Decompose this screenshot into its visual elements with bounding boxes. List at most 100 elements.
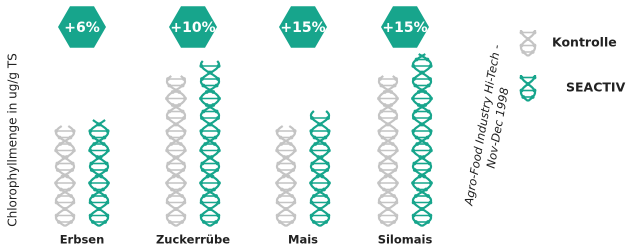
helix-dot <box>181 110 185 114</box>
helix-dot <box>288 188 292 192</box>
helix-dot <box>275 181 279 185</box>
helix-dot <box>424 188 428 192</box>
helix-dot <box>71 162 75 166</box>
helix-dot <box>202 194 206 198</box>
helix-dot <box>103 136 107 140</box>
helix-dot <box>166 77 170 81</box>
helix-dot <box>414 194 418 198</box>
helix-dot <box>203 136 207 140</box>
helix-dot <box>166 201 170 205</box>
helix-dot <box>287 175 291 179</box>
helix-dot <box>429 64 433 68</box>
legend-label: Kontrolle <box>552 35 617 50</box>
helix-dot <box>275 149 279 153</box>
x-tick-label: Zuckerrübe <box>156 233 230 247</box>
helix-dot <box>284 207 288 211</box>
helix-dot <box>395 181 399 185</box>
x-tick-label: Erbsen <box>60 233 105 247</box>
helix-dot <box>309 149 313 153</box>
helix-dot <box>95 175 99 179</box>
helix-dot <box>378 77 382 81</box>
helix-dot <box>322 188 326 192</box>
helix-dot <box>533 89 537 93</box>
helix-dot <box>394 201 398 205</box>
helix-dot <box>279 142 283 146</box>
helix-dot <box>326 201 330 205</box>
helix-dot <box>172 155 176 159</box>
helix-dot <box>292 214 296 218</box>
helix-dot <box>381 136 385 140</box>
helix-dot <box>411 129 415 133</box>
helix-dot <box>326 214 330 218</box>
helix-dot <box>201 168 205 172</box>
helix-dot <box>378 116 382 120</box>
x-tick-label: Silomais <box>378 233 433 247</box>
helix-dot <box>200 77 204 81</box>
helix-dot <box>428 77 432 81</box>
bar <box>199 61 221 226</box>
helix-dot <box>394 162 398 166</box>
helix-dot <box>183 97 187 101</box>
helix-dot <box>182 77 186 81</box>
helix-dot <box>214 220 218 224</box>
helix-dot <box>423 175 427 179</box>
helix-dot <box>168 220 172 224</box>
helix-dot <box>100 175 104 179</box>
helix-dot <box>276 162 280 166</box>
helix-dot <box>181 168 185 172</box>
helix-dot <box>212 188 216 192</box>
helix-dot <box>533 76 537 80</box>
helix-dot <box>282 155 286 159</box>
helix-dot <box>72 129 76 133</box>
helix-dot <box>526 82 530 86</box>
helix-dot <box>95 155 99 159</box>
helix-dot <box>391 142 395 146</box>
helix-dot <box>311 168 315 172</box>
helix-dot <box>520 89 524 93</box>
helix-dot <box>289 142 293 146</box>
helix-dot <box>327 149 331 153</box>
helix-dot <box>427 168 431 172</box>
helix-dot <box>88 149 92 153</box>
helix-dot <box>202 220 206 224</box>
helix-dot <box>88 181 92 185</box>
helix-dot <box>211 103 215 107</box>
helix-dot <box>206 175 210 179</box>
helix-dot <box>217 181 221 185</box>
helix-dot <box>321 175 325 179</box>
helix-dot <box>531 50 535 54</box>
helix-dot <box>199 181 203 185</box>
change-label: +15% <box>382 20 427 36</box>
bar <box>275 126 297 226</box>
helix-dot <box>183 181 187 185</box>
helix-dot <box>429 97 433 101</box>
helix-dot <box>165 129 169 133</box>
helix-dot <box>90 168 94 172</box>
helix-dot <box>200 214 204 218</box>
helix-dot <box>394 116 398 120</box>
helix-dot <box>379 84 383 88</box>
helix-dot <box>177 90 181 94</box>
helix-dot <box>106 181 110 185</box>
helix-dot <box>181 84 185 88</box>
helix-dot <box>413 110 417 114</box>
helix-dot <box>327 129 331 133</box>
bar <box>88 120 110 226</box>
helix-dot <box>310 116 314 120</box>
helix-dot <box>286 155 290 159</box>
helix-dot <box>310 162 314 166</box>
helix-dot <box>165 97 169 101</box>
helix-dot <box>327 181 331 185</box>
bar <box>54 126 76 226</box>
helix-dot <box>411 149 415 153</box>
helix-dot <box>217 149 221 153</box>
helix-dot <box>278 220 282 224</box>
helix-dot <box>214 194 218 198</box>
y-axis-label: Chlorophyllmenge in ug/g TS <box>6 53 20 227</box>
helix-dot <box>182 201 186 205</box>
helix-dot <box>71 214 75 218</box>
helix-dot <box>215 84 219 88</box>
helix-dot <box>93 188 97 192</box>
helix-dot <box>427 110 431 114</box>
helix-dot <box>292 162 296 166</box>
